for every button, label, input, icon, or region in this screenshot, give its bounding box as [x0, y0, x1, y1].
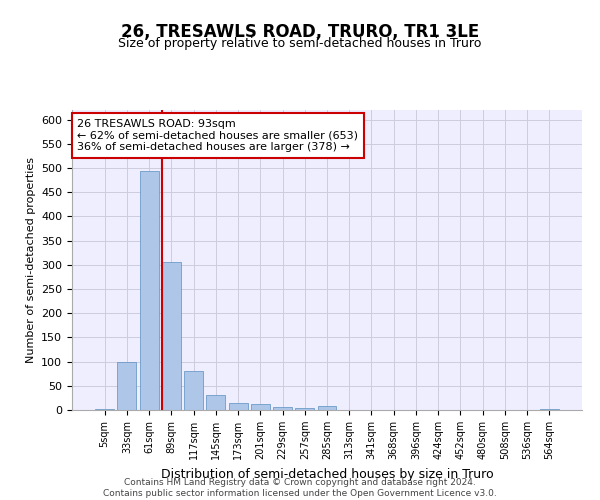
- Bar: [95, 408, 114, 410]
- Bar: [317, 406, 337, 410]
- Text: Size of property relative to semi-detached houses in Truro: Size of property relative to semi-detach…: [118, 38, 482, 51]
- Bar: [540, 408, 559, 410]
- Text: 26 TRESAWLS ROAD: 93sqm
← 62% of semi-detached houses are smaller (653)
36% of s: 26 TRESAWLS ROAD: 93sqm ← 62% of semi-de…: [77, 119, 358, 152]
- Bar: [295, 408, 314, 410]
- Text: 26, TRESAWLS ROAD, TRURO, TR1 3LE: 26, TRESAWLS ROAD, TRURO, TR1 3LE: [121, 22, 479, 40]
- Bar: [251, 404, 270, 410]
- Bar: [273, 407, 292, 410]
- Bar: [140, 172, 158, 410]
- Bar: [206, 396, 225, 410]
- Bar: [184, 372, 203, 410]
- Bar: [229, 402, 248, 410]
- Bar: [162, 262, 181, 410]
- Text: Contains HM Land Registry data © Crown copyright and database right 2024.
Contai: Contains HM Land Registry data © Crown c…: [103, 478, 497, 498]
- X-axis label: Distribution of semi-detached houses by size in Truro: Distribution of semi-detached houses by …: [161, 468, 493, 480]
- Y-axis label: Number of semi-detached properties: Number of semi-detached properties: [26, 157, 35, 363]
- Bar: [118, 362, 136, 410]
